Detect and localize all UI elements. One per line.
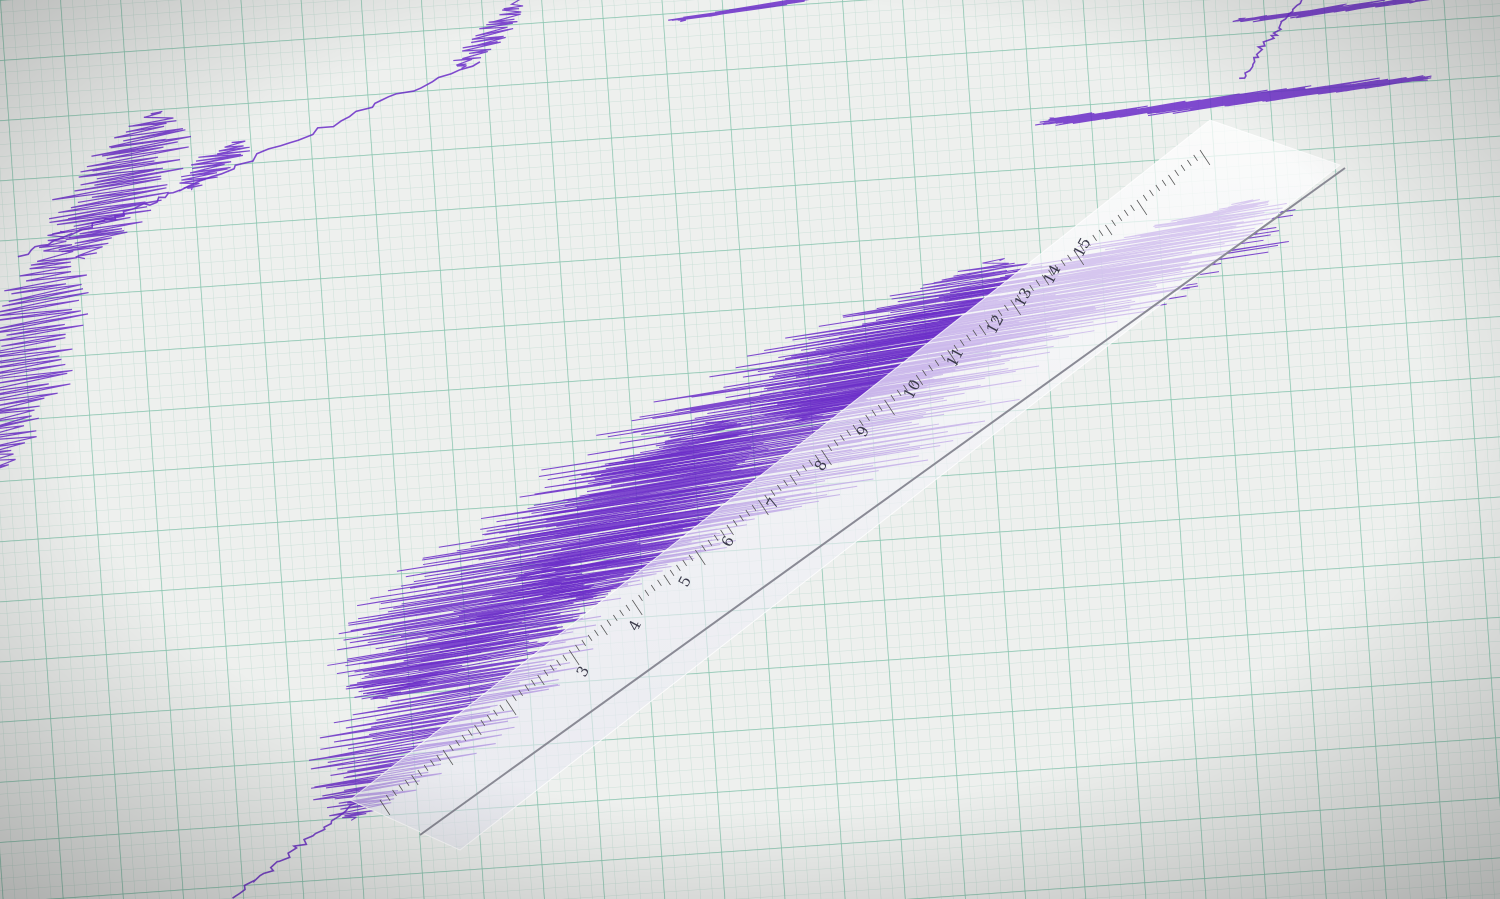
vignette [0, 0, 1500, 899]
seismograph-photo: 3456789101112131415 [0, 0, 1500, 899]
